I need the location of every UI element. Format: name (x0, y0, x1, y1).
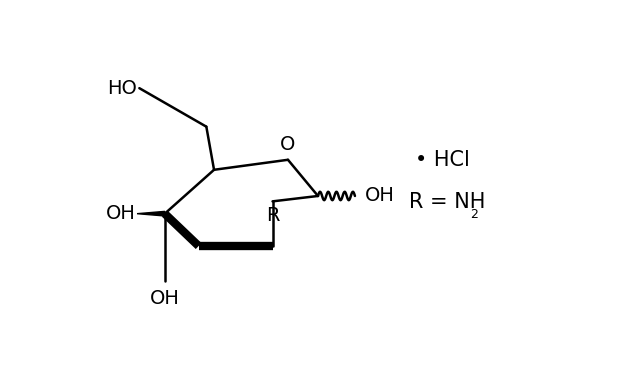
Text: O: O (280, 135, 296, 154)
Text: 2: 2 (470, 207, 477, 221)
Polygon shape (137, 211, 164, 216)
Text: HO: HO (107, 79, 137, 98)
Text: R = NH: R = NH (409, 192, 485, 212)
Text: OH: OH (365, 186, 395, 206)
Text: OH: OH (150, 289, 180, 308)
Text: • HCl: • HCl (415, 150, 470, 170)
Text: R: R (266, 206, 279, 225)
Text: OH: OH (106, 204, 136, 223)
